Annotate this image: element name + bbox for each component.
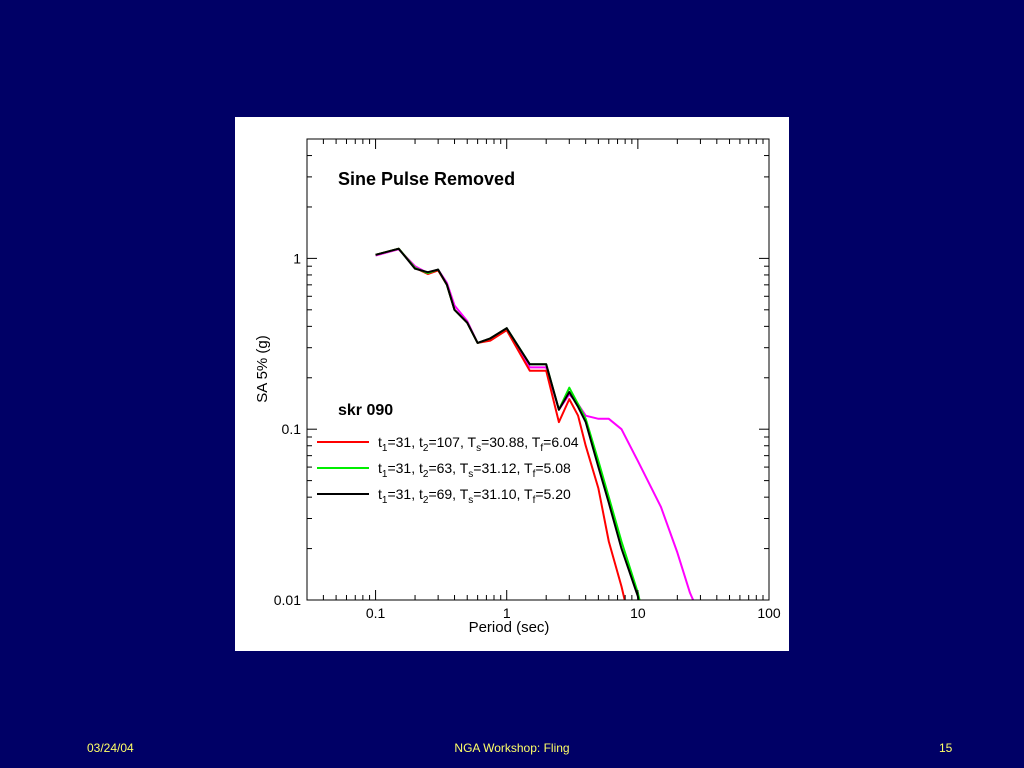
- x-tick-label: 0.1: [366, 605, 386, 621]
- series-line-4: [375, 247, 640, 600]
- series-line-1: [375, 248, 695, 600]
- plot-frame: [306, 138, 770, 601]
- chart-subtitle: skr 090: [338, 402, 393, 419]
- x-tick-label: 1: [503, 605, 511, 621]
- legend-label: t1=31, t2=63, Ts=31.12, Tf=5.08: [378, 460, 571, 480]
- x-tick-label: 100: [757, 605, 781, 621]
- series-line-3: [375, 247, 641, 600]
- footer-date: 03/24/04: [87, 741, 134, 755]
- legend-label: t1=31, t2=69, Ts=31.10, Tf=5.20: [378, 486, 571, 506]
- chart-legend: t1=31, t2=107, Ts=30.88, Tf=6.04 t1=31, t…: [317, 434, 579, 506]
- chart-svg: 0.1 1 10 100 0.01 0.1 1 Sine Pulse Removed skr…: [254, 138, 781, 636]
- chart-title: Sine Pulse Removed: [338, 169, 515, 189]
- axis-ticks: [306, 138, 770, 601]
- chart-curves: [375, 247, 695, 600]
- footer-title: NGA Workshop: Fling: [454, 741, 570, 755]
- y-axis-label: SA 5% (g): [254, 335, 271, 403]
- footer-page-number: 15: [939, 741, 953, 755]
- legend-label: t1=31, t2=107, Ts=30.88, Tf=6.04: [378, 434, 579, 454]
- y-tick-label: 1: [293, 250, 301, 266]
- y-tick-label: 0.01: [274, 592, 301, 608]
- y-tick-label: 0.1: [282, 421, 302, 437]
- chart-figure: 0.1 1 10 100 0.01 0.1 1 Sine Pulse Removed skr…: [235, 117, 789, 651]
- axis-tick-labels: 0.1 1 10 100 0.01 0.1 1: [274, 250, 781, 621]
- x-axis-label: Period (sec): [469, 619, 550, 636]
- x-tick-label: 10: [630, 605, 646, 621]
